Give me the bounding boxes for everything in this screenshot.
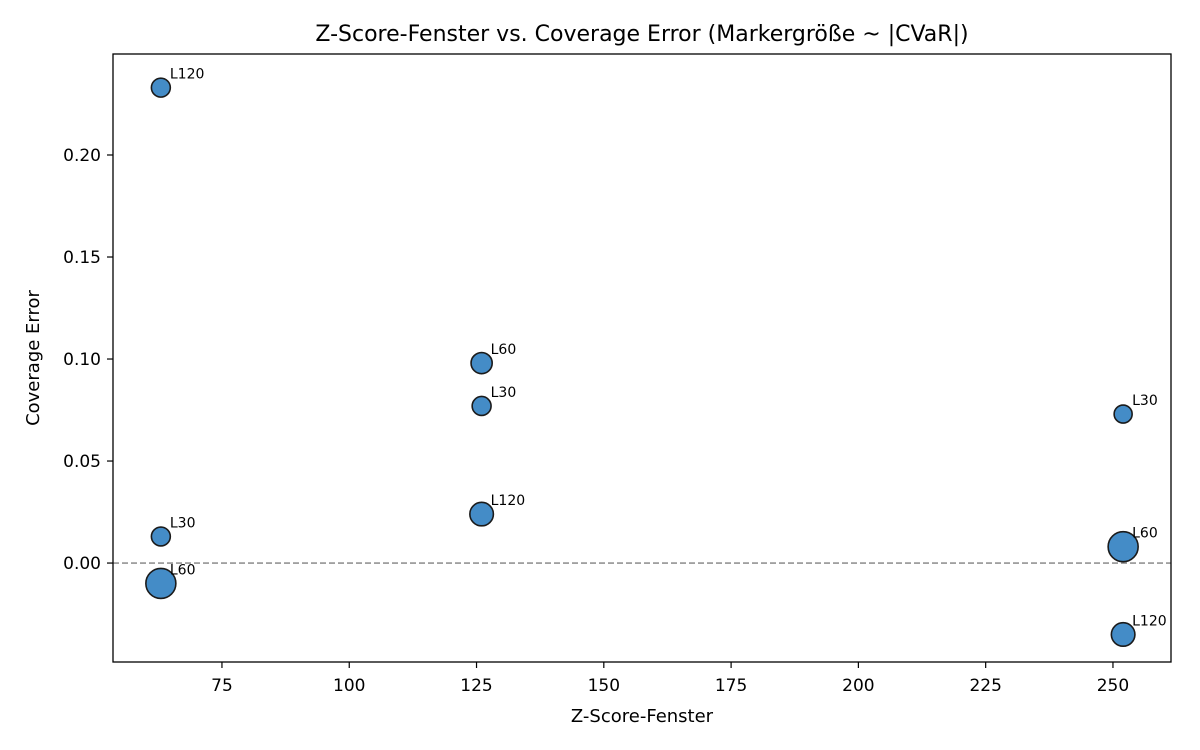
point-label-4: L30	[491, 385, 517, 401]
x-tick-label-3: 150	[588, 676, 620, 696]
y-tick-label-2: 0.10	[63, 350, 101, 370]
data-point-6	[1113, 404, 1133, 424]
x-tick-label-0: 75	[211, 676, 233, 696]
point-label-5: L120	[491, 493, 526, 509]
x-axis-label: Z-Score-Fenster	[571, 706, 714, 727]
point-label-6: L30	[1132, 393, 1158, 409]
data-point-0	[150, 77, 172, 98]
data-point-3	[470, 351, 493, 375]
point-label-0: L120	[170, 67, 205, 83]
plot-area: L120 L30 L60 L60 L30 L120 L30 L60 L120 75 100 125 15…	[63, 53, 1172, 696]
point-label-7: L60	[1132, 526, 1158, 542]
x-tick-label-1: 100	[333, 676, 365, 696]
y-axis-label: Coverage Error	[23, 289, 44, 425]
data-point-5	[469, 501, 495, 527]
y-tick-label-0: 0.00	[63, 554, 101, 574]
x-tick-label-5: 200	[842, 676, 874, 696]
data-point-8	[1110, 621, 1136, 648]
x-tick-label-2: 125	[460, 676, 492, 696]
data-point-1	[150, 526, 172, 547]
point-label-1: L30	[170, 516, 196, 532]
y-tick-label-3: 0.15	[63, 248, 101, 268]
x-tick-label-4: 175	[715, 676, 747, 696]
x-tick-label-6: 225	[969, 676, 1001, 696]
data-point-7	[1107, 530, 1139, 563]
data-point-4	[471, 395, 492, 417]
point-label-3: L60	[491, 342, 517, 358]
chart-title: Z-Score-Fenster vs. Coverage Error (Mark…	[315, 22, 968, 47]
data-point-2	[145, 567, 177, 600]
y-tick-label-1: 0.05	[63, 452, 101, 472]
point-label-2: L60	[170, 562, 196, 578]
x-tick-label-7: 250	[1097, 676, 1129, 696]
y-tick-label-4: 0.20	[63, 146, 101, 166]
point-label-8: L120	[1132, 613, 1167, 629]
plot-frame	[112, 53, 1172, 663]
